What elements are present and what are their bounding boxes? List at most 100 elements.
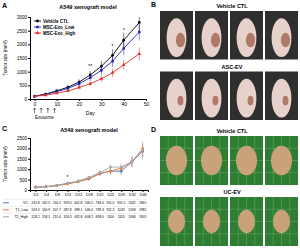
- marker: [122, 47, 124, 49]
- annotation: Exosome: [35, 115, 54, 120]
- panel-label: B: [151, 1, 156, 8]
- marker: [45, 185, 48, 188]
- photo-background: [160, 11, 193, 60]
- tumor: [271, 146, 292, 175]
- panel-label: C: [2, 125, 7, 132]
- y-axis-line: [28, 139, 31, 191]
- tumor: [273, 210, 290, 234]
- table-cell: 287.8: [63, 208, 71, 212]
- x-tick-mark: [110, 190, 111, 192]
- photo: [160, 72, 193, 121]
- table-cell: 1366: [128, 215, 136, 219]
- error-bar: [35, 186, 36, 187]
- marker: [88, 82, 92, 85]
- marker: [55, 184, 58, 187]
- figure: AA549 xenograft model0102030405005001000…: [0, 0, 300, 249]
- x-tick: D25: [107, 190, 114, 197]
- y-tick-label: 2500: [17, 136, 28, 141]
- x-tick-mark: [57, 190, 58, 192]
- error-bar: [78, 180, 79, 182]
- y-tick: 1000: [17, 167, 30, 172]
- legend: Vehicle CTLMSC-Exo_LowMSC-Exo_High: [34, 19, 76, 36]
- marker: [89, 76, 91, 78]
- photo: [265, 197, 298, 246]
- photo: [230, 197, 263, 246]
- error-bar: [99, 171, 100, 176]
- table-cell: 838.0: [96, 215, 104, 219]
- x-tick: 50: [144, 99, 150, 107]
- y-tick-label: 2000: [17, 42, 28, 47]
- photo: [265, 136, 298, 185]
- marker: [45, 185, 48, 188]
- marker: [44, 93, 46, 95]
- table-cell: 162.5: [42, 201, 50, 205]
- y-tick: 0: [24, 97, 30, 102]
- error-bar: [67, 182, 68, 184]
- photo-background: [230, 72, 263, 121]
- x-tick: 0: [34, 99, 37, 107]
- error-bar: [35, 187, 36, 188]
- table-cell: 608.2: [85, 215, 93, 219]
- x-tick-mark: [121, 190, 122, 192]
- x-tick: 20: [77, 99, 83, 107]
- y-tick-label: 1000: [17, 70, 28, 75]
- x-tick-mark: [35, 190, 36, 192]
- mouse: [202, 18, 222, 57]
- table-cell: 905.5: [117, 201, 125, 205]
- error-bar: [99, 170, 100, 175]
- photo-background: [265, 136, 298, 185]
- table-cell: 402.8: [74, 201, 82, 205]
- marker: [78, 82, 80, 84]
- marker: [98, 171, 101, 174]
- photo-background: [230, 197, 263, 246]
- table-cell: 1100: [107, 215, 114, 219]
- photo-background: [265, 11, 298, 60]
- grid-paper: [160, 233, 193, 234]
- table-cell: 784.4: [96, 201, 104, 205]
- photo: [265, 72, 298, 121]
- x-tick-label: D46: [140, 193, 147, 197]
- mouse: [237, 18, 257, 57]
- legend-marker: [36, 20, 39, 23]
- marker: [100, 77, 104, 80]
- table-cell: 911.0: [106, 201, 114, 205]
- data-table: VC132.8162.5216.2319.0402.8540.5784.4911…: [3, 199, 148, 219]
- x-tick: D4: [44, 190, 49, 197]
- grid-paper: [265, 233, 298, 234]
- error-bar: [131, 156, 132, 166]
- marker: [141, 149, 144, 152]
- table-cell: 432.8: [74, 215, 82, 219]
- marker: [88, 176, 91, 179]
- y-tick: 2000: [17, 146, 30, 151]
- photo: [195, 136, 228, 185]
- photo-background: [230, 11, 263, 60]
- y-tick-label: 3000: [17, 15, 28, 20]
- marker: [45, 185, 48, 188]
- marker: [138, 31, 140, 33]
- marker: [66, 183, 69, 186]
- y-tick-label: 2000: [17, 146, 28, 151]
- table-cell: 132.8: [31, 201, 39, 205]
- y-tick: 500: [19, 178, 30, 183]
- y-tick-mark: [28, 180, 30, 181]
- tumor: [177, 96, 183, 106]
- row-separator: [3, 199, 148, 200]
- tumor: [168, 210, 185, 234]
- series-line: [34, 54, 139, 96]
- table-cell: 1358: [128, 208, 136, 212]
- error-bar: [46, 186, 47, 188]
- table-cell: 160.9: [42, 208, 50, 212]
- y-tick-mark: [28, 99, 30, 100]
- injection-arrow: [53, 108, 55, 113]
- table-cell: 1985: [139, 208, 147, 212]
- significance: *: [123, 27, 125, 33]
- y-tick: 1000: [17, 70, 30, 75]
- y-tick: 3000: [17, 15, 30, 20]
- marker: [34, 186, 37, 189]
- x-tick-label: 40: [121, 101, 127, 107]
- table-cell: 128.2: [31, 215, 39, 219]
- group-label: ASC-EV: [222, 64, 243, 70]
- tumor: [212, 96, 218, 106]
- y-tick-mark: [28, 58, 30, 59]
- table-cell: 911.3: [106, 208, 114, 212]
